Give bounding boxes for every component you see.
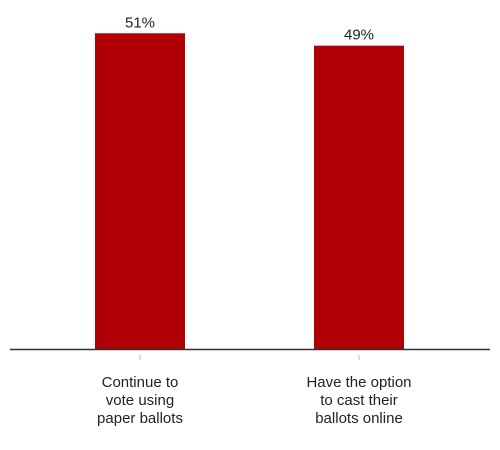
- category-label-2: Have the option to cast their ballots onli…: [306, 374, 411, 427]
- category-label-line: vote using: [106, 392, 174, 409]
- category-label-line: Have the option: [306, 374, 411, 391]
- bars-group: [95, 33, 404, 349]
- category-labels-group: Continue to vote using paper ballots Have t…: [97, 374, 411, 427]
- category-label-line: to cast their: [320, 392, 398, 409]
- category-label-1: Continue to vote using paper ballots: [97, 374, 183, 427]
- bar-1: [95, 33, 185, 349]
- category-label-line: Continue to: [102, 374, 179, 391]
- x-ticks-group: [140, 355, 359, 360]
- category-label-line: paper ballots: [97, 410, 183, 427]
- category-label-line: ballots online: [315, 410, 403, 427]
- bar-2: [314, 46, 404, 349]
- value-label-2: 49%: [344, 27, 374, 44]
- value-label-1: 51%: [125, 14, 155, 31]
